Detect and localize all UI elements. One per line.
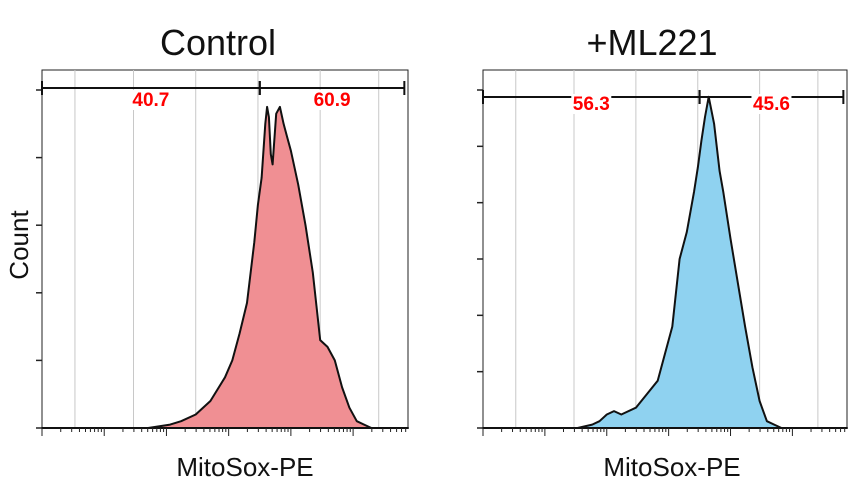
gate-label: 40.7 [132,90,169,111]
panel-ml221: +ML221 MitoSox-PE 56.3 45.6 [477,22,848,482]
gate-label-bg [312,90,353,110]
panel-control: Control MitoSox-PE 40.7 60.9 [36,22,409,482]
gate-label-bg [130,90,171,110]
histogram-area [482,95,848,429]
x-axis-label-ml221: MitoSox-PE [603,452,740,482]
gate-label: 45.6 [753,94,790,115]
panel-title-control: Control [160,22,276,63]
x-axis-label-control: MitoSox-PE [176,452,313,482]
plot-frame [41,69,409,429]
y-axis-label: Count [4,210,34,280]
gate-label-bg [571,94,612,114]
panel-title-ml221: +ML221 [586,22,717,63]
gate-label: 56.3 [573,94,610,115]
gate-label: 60.9 [314,90,351,111]
gate-label-bg [751,94,792,114]
histogram-area [41,105,409,429]
